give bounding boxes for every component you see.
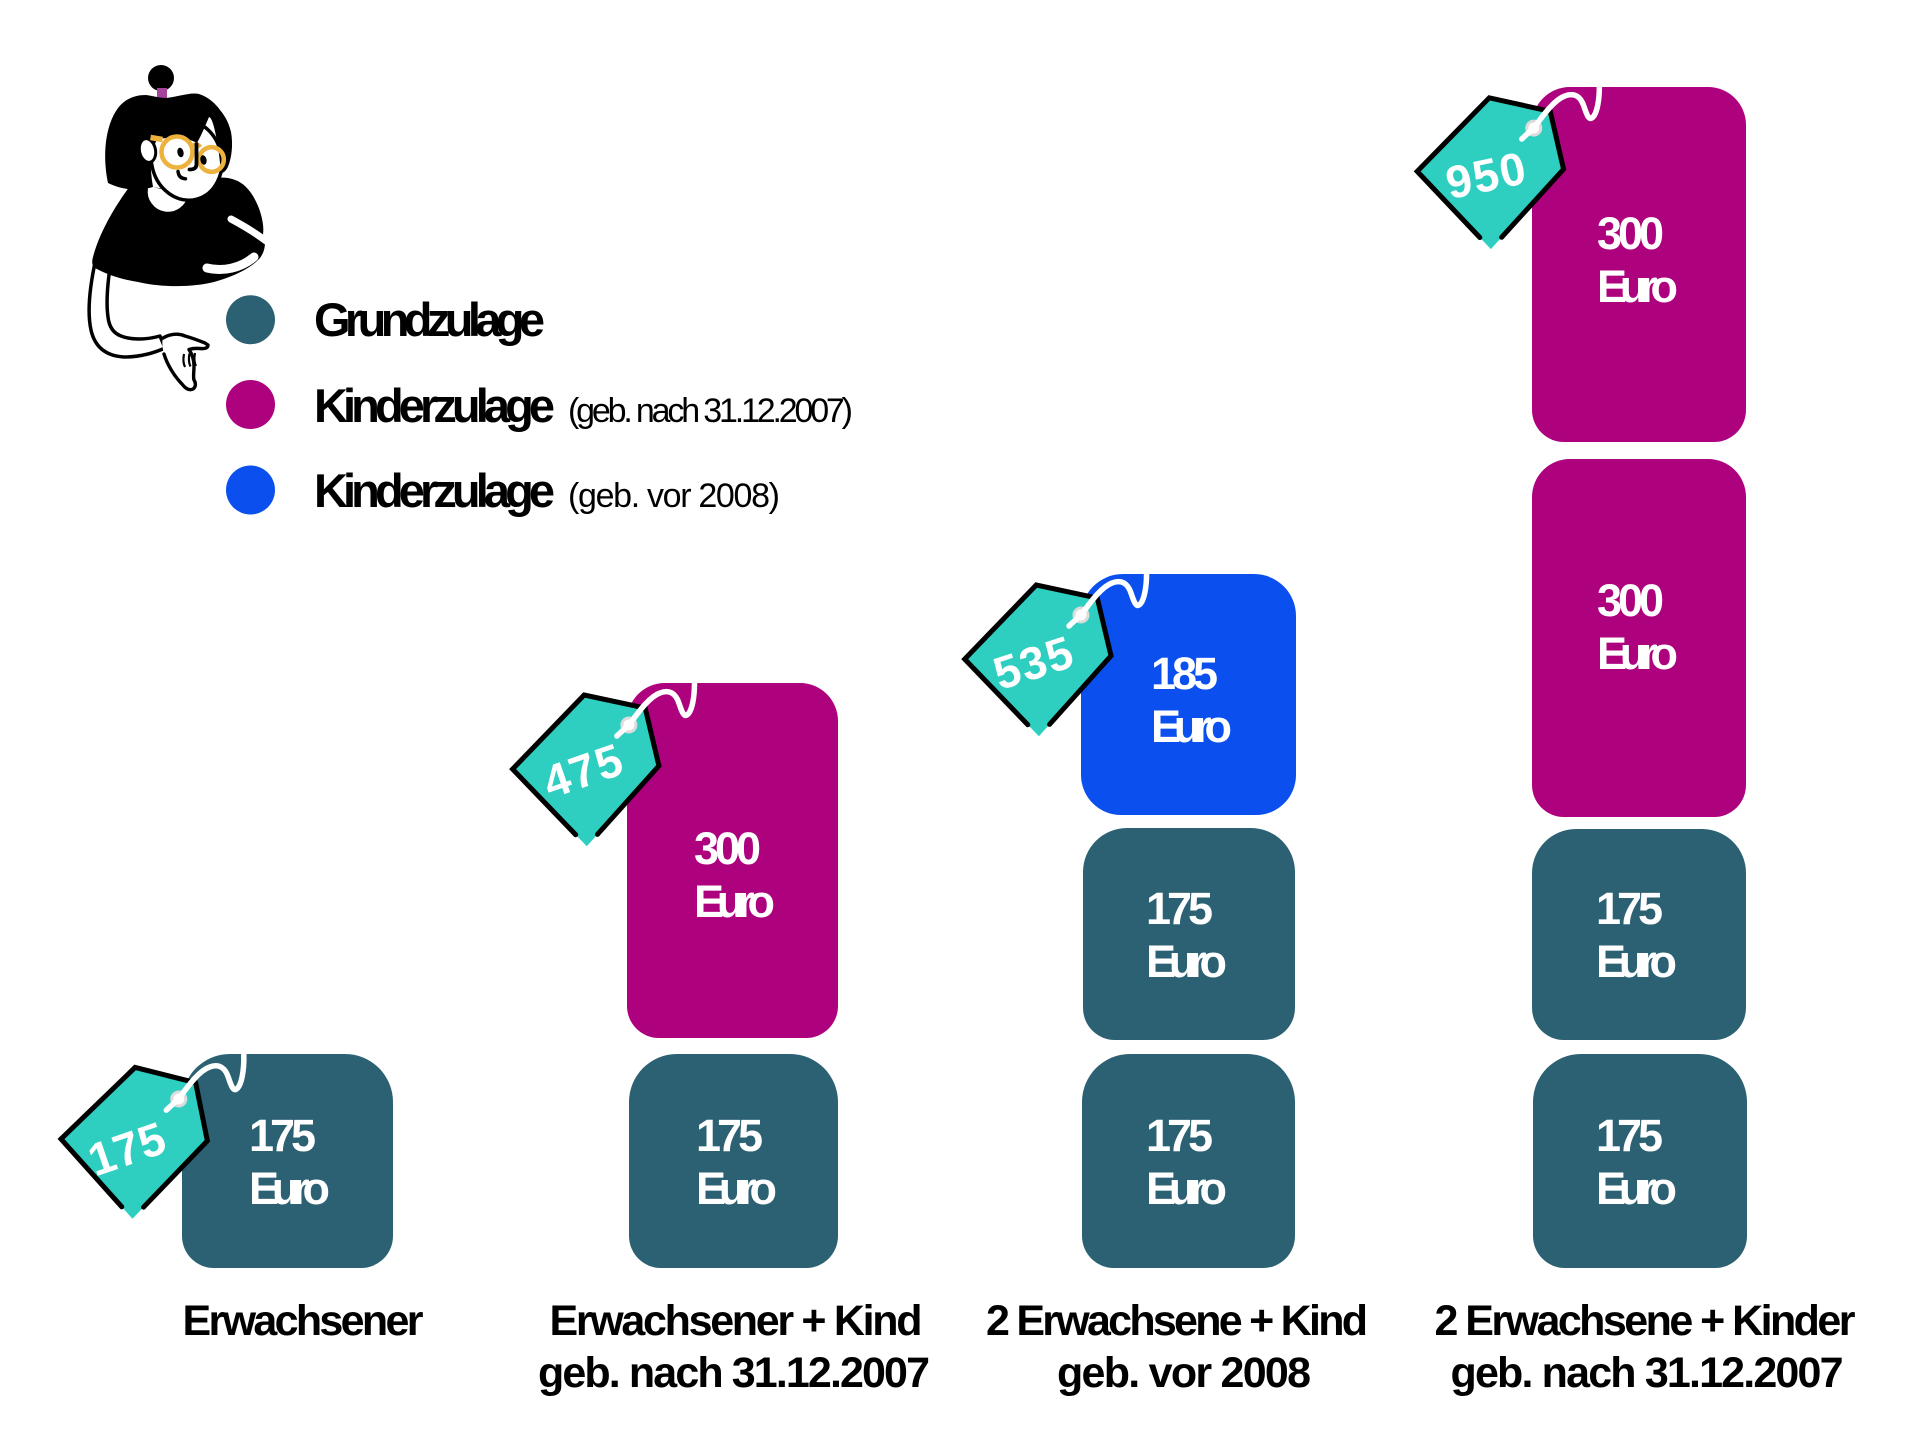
svg-text:175: 175	[696, 1110, 763, 1161]
svg-text:Euro: Euro	[1146, 1163, 1227, 1214]
svg-text:geb. nach 31.12.2007: geb. nach 31.12.2007	[538, 1349, 930, 1397]
svg-text:300: 300	[1597, 208, 1664, 259]
svg-text:geb. vor 2008: geb. vor 2008	[1057, 1349, 1311, 1397]
svg-text:Erwachsener: Erwachsener	[183, 1297, 424, 1345]
svg-text:(geb. vor 2008): (geb. vor 2008)	[568, 477, 780, 515]
svg-text:300: 300	[694, 823, 761, 874]
svg-text:175: 175	[249, 1110, 316, 1161]
svg-text:300: 300	[1597, 575, 1664, 626]
svg-text:Grundzulage: Grundzulage	[314, 293, 545, 346]
svg-text:(geb. nach 31.12.2007): (geb. nach 31.12.2007)	[568, 392, 853, 430]
svg-text:Euro: Euro	[1146, 936, 1227, 987]
svg-text:Euro: Euro	[694, 876, 775, 927]
svg-text:2 Erwachsene + Kinder: 2 Erwachsene + Kinder	[1435, 1297, 1856, 1345]
svg-text:Euro: Euro	[1596, 1163, 1677, 1214]
svg-text:Kinderzulage: Kinderzulage	[314, 464, 555, 517]
svg-text:Euro: Euro	[1151, 701, 1232, 752]
svg-text:Kinderzulage: Kinderzulage	[314, 379, 555, 432]
svg-text:2 Erwachsene + Kind: 2 Erwachsene + Kind	[986, 1297, 1368, 1345]
svg-text:geb. nach 31.12.2007: geb. nach 31.12.2007	[1451, 1349, 1844, 1397]
svg-text:175: 175	[1596, 1110, 1663, 1161]
svg-text:Euro: Euro	[1597, 628, 1678, 679]
svg-text:Euro: Euro	[249, 1163, 330, 1214]
svg-text:185: 185	[1151, 648, 1218, 699]
svg-text:Euro: Euro	[1596, 936, 1677, 987]
svg-text:Erwachsener + Kind: Erwachsener + Kind	[550, 1297, 923, 1345]
svg-text:175: 175	[1596, 883, 1663, 934]
svg-text:Euro: Euro	[1597, 261, 1678, 312]
svg-text:Euro: Euro	[696, 1163, 777, 1214]
svg-text:175: 175	[1146, 1110, 1213, 1161]
svg-text:175: 175	[1146, 883, 1213, 934]
